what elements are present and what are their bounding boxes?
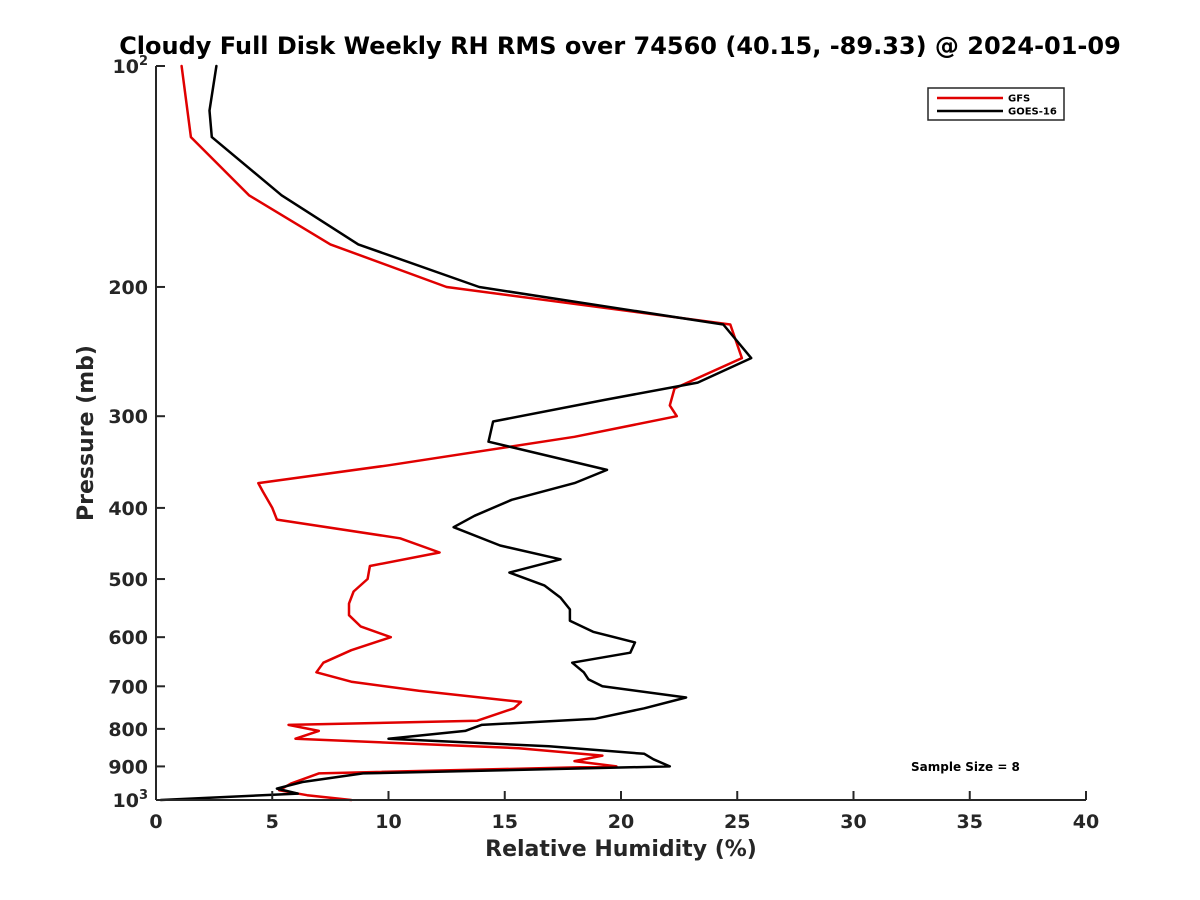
- series-layer: [159, 64, 753, 802]
- y-axis-label: Pressure (mb): [74, 345, 99, 521]
- legend: GFS GOES-16: [927, 87, 1065, 121]
- x-axis-label: Relative Humidity (%): [485, 837, 757, 862]
- legend-box: [927, 87, 1065, 121]
- y-tick-label: 900: [108, 756, 148, 778]
- x-tick-label: 35: [957, 811, 983, 833]
- x-tick-label: 5: [266, 811, 279, 833]
- x-tick-label: 20: [608, 811, 634, 833]
- series-line-gfs: [180, 64, 744, 802]
- series-line-goes16: [159, 64, 753, 802]
- x-tick-label: 0: [149, 811, 162, 833]
- y-tick-label: 200: [108, 277, 148, 299]
- chart-title: Cloudy Full Disk Weekly RH RMS over 7456…: [119, 32, 1121, 60]
- sample-size-annotation: Sample Size = 8: [911, 760, 1020, 774]
- x-ticks: 0 5 10 15 20 25 30 35 40: [149, 791, 1099, 833]
- legend-label-gfs: GFS: [1008, 94, 1030, 105]
- y-tick-label: 800: [108, 719, 148, 741]
- x-tick-label: 10: [375, 811, 401, 833]
- x-tick-label: 15: [492, 811, 518, 833]
- x-tick-label: 25: [724, 811, 750, 833]
- legend-label-goes16: GOES-16: [1008, 107, 1057, 118]
- y-tick-label: 600: [108, 627, 148, 649]
- y-tick-label: 300: [108, 406, 148, 428]
- x-tick-label: 40: [1073, 811, 1099, 833]
- y-tick-label: 400: [108, 498, 148, 520]
- y-tick-label: 500: [108, 569, 148, 591]
- y-tick-label: 700: [108, 676, 148, 698]
- x-tick-label: 30: [840, 811, 866, 833]
